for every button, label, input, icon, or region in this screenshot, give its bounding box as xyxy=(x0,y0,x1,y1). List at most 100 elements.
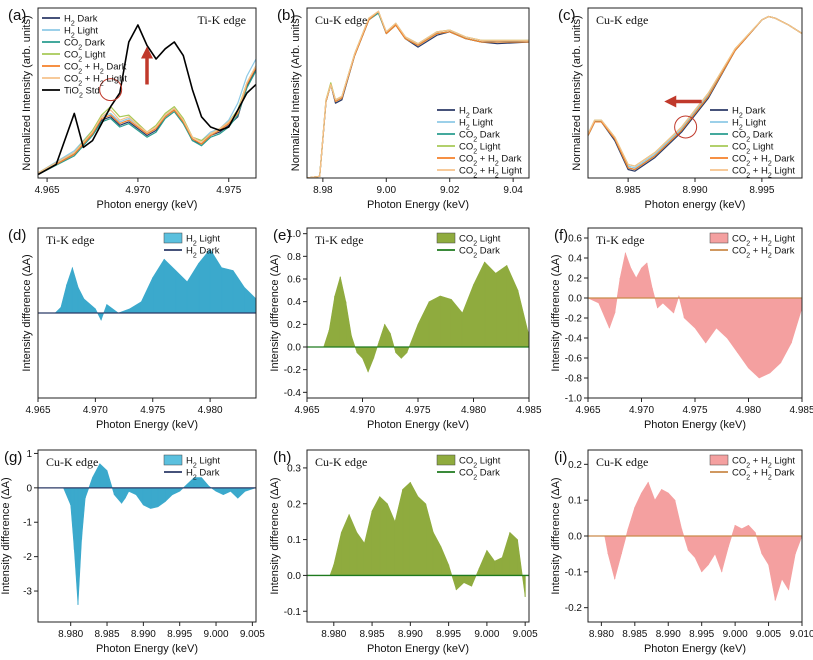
x-tick-label-c-2: 8.995 xyxy=(749,185,774,196)
series-line-c-5 xyxy=(588,15,802,167)
legend-label-b-3: CO2 Light xyxy=(459,142,501,156)
y-tick-label-i-4: 0.2 xyxy=(568,460,582,471)
y-tick-label-h-3: 0.2 xyxy=(287,499,301,510)
legend-label-b-0: H2 Dark xyxy=(459,106,493,120)
panel-label-i: (i) xyxy=(554,449,567,466)
legend-label-c-3: CO2 Light xyxy=(732,142,774,156)
panel-label-b: (b) xyxy=(277,7,295,24)
panel-e: 4.965 4.970 4.975 4.980 4.985 -0.4 -0.2 0.0 0.2 0… xyxy=(269,227,542,431)
legend-label-d-0: H2 Light xyxy=(186,234,220,248)
x-tick-label-f-0: 4.965 xyxy=(575,405,600,416)
x-tick-label-b-0: 8.98 xyxy=(313,185,333,196)
panel-label-c: (c) xyxy=(558,7,576,24)
x-tick-label-i-2: 8.990 xyxy=(656,629,681,640)
x-tick-label-i-3: 8.995 xyxy=(689,629,714,640)
x-tick-label-i-6: 9.010 xyxy=(789,629,813,640)
plot-area-e xyxy=(307,261,529,373)
x-tick-label-d-3: 4.980 xyxy=(198,405,223,416)
x-axis-label-i: Photon Energy (keV) xyxy=(644,643,746,655)
x-tick-label-e-4: 4.985 xyxy=(516,405,541,416)
axes-frame-h xyxy=(306,449,530,623)
x-tick-label-e-2: 4.975 xyxy=(405,405,430,416)
legend-swatch-e-0 xyxy=(436,232,456,244)
panel-title-g: Cu-K edge xyxy=(46,455,98,469)
x-tick-label-h-3: 8.995 xyxy=(436,629,461,640)
y-tick-label-f-4: -0.2 xyxy=(565,314,583,325)
y-tick-label-f-5: 0.0 xyxy=(568,294,582,305)
x-tick-label-d-1: 4.970 xyxy=(83,405,108,416)
series-line-a-2 xyxy=(38,70,256,176)
panel-b: 8.98 9.00 9.02 9.04 Photon Energy (keV) Norma… xyxy=(277,7,530,211)
x-axis-label-a: Photon energy (keV) xyxy=(97,199,198,211)
y-axis-label-f: Intensity difference (ΔA) xyxy=(550,254,562,371)
panel-i: 8.980 8.985 8.990 8.995 9.000 9.005 9.010 -0.2 -… xyxy=(550,449,813,655)
y-axis-label-d: Intensity difference (ΔA) xyxy=(21,254,33,371)
legend-label-g-0: H2 Light xyxy=(186,456,220,470)
x-tick-label-g-3: 8.995 xyxy=(167,629,192,640)
y-tick-label-g-2: -1 xyxy=(23,518,32,529)
x-tick-label-i-1: 8.985 xyxy=(622,629,647,640)
y-axis-label-g: Intensity difference (ΔA) xyxy=(0,477,12,594)
x-tick-label-g-1: 8.985 xyxy=(95,629,120,640)
legend-label-c-4: CO2 + H2 Dark xyxy=(732,154,795,168)
legend-label-b-4: CO2 + H2 Dark xyxy=(459,154,522,168)
y-axis-label-a: Normalized Intensity (arb. units) xyxy=(21,15,33,170)
x-tick-label-f-4: 4.985 xyxy=(789,405,813,416)
legend-swatch-f-0 xyxy=(709,232,729,244)
plot-area-h xyxy=(307,481,529,597)
highlight-circle-c xyxy=(674,115,698,139)
x-axis-label-d: Photon Energy (keV) xyxy=(96,419,198,431)
x-tick-label-f-1: 4.970 xyxy=(629,405,654,416)
plot-area-a xyxy=(38,24,256,176)
y-tick-label-e-0: -0.4 xyxy=(284,388,302,399)
y-tick-label-e-4: 0.4 xyxy=(287,297,301,308)
x-tick-label-a-2: 4.975 xyxy=(216,185,241,196)
y-tick-label-e-1: -0.2 xyxy=(284,365,302,376)
legend-label-d-1: H2 Dark xyxy=(186,246,220,260)
x-tick-label-i-0: 8.980 xyxy=(589,629,614,640)
panel-a: 4.965 4.970 4.975 Photon energy (keV) Normal… xyxy=(8,7,257,211)
x-tick-label-i-4: 9.000 xyxy=(723,629,748,640)
panel-title-a: Ti-K edge xyxy=(197,13,246,27)
y-tick-label-f-0: -1.0 xyxy=(565,394,583,405)
legend-swatch-h-0 xyxy=(436,454,456,466)
x-tick-label-d-0: 4.965 xyxy=(25,405,50,416)
plot-area-b xyxy=(307,10,529,178)
panel-title-h: Cu-K edge xyxy=(315,455,367,469)
series-line-b-0 xyxy=(307,10,529,178)
panel-label-d: (d) xyxy=(8,227,26,244)
legend-label-b-1: H2 Light xyxy=(459,118,493,132)
x-tick-label-a-0: 4.965 xyxy=(35,185,60,196)
x-tick-label-h-2: 8.990 xyxy=(398,629,423,640)
legend-swatch-d-0 xyxy=(163,232,183,244)
x-axis-label-g: Photon Energy (keV) xyxy=(96,643,198,655)
legend-label-e-1: CO2 Dark xyxy=(459,246,500,260)
x-tick-label-g-4: 9.000 xyxy=(204,629,229,640)
y-tick-label-i-3: 0.1 xyxy=(568,496,582,507)
legend-label-a-1: H2 Light xyxy=(64,26,98,40)
y-tick-label-h-1: 0.0 xyxy=(287,571,301,582)
legend-label-a-5: CO2 + H2 Light xyxy=(64,74,127,88)
x-tick-label-f-2: 4.975 xyxy=(682,405,707,416)
axes-frame-a xyxy=(37,7,257,179)
y-tick-label-e-5: 0.6 xyxy=(287,275,301,286)
x-axis-label-f: Photon Energy (keV) xyxy=(644,419,746,431)
y-axis-label-h: Intensity difference (ΔA) xyxy=(269,477,281,594)
legend-label-a-3: CO2 Light xyxy=(64,50,106,64)
plot-area-c xyxy=(588,15,802,172)
legend-label-f-1: CO2 + H2 Dark xyxy=(732,246,795,260)
legend-label-a-0: H2 Dark xyxy=(64,14,98,28)
x-axis-label-c: Photon energy (keV) xyxy=(645,199,746,211)
legend-label-h-0: CO2 Light xyxy=(459,456,501,470)
y-tick-label-f-6: 0.2 xyxy=(568,274,582,285)
panel-label-e: (e) xyxy=(273,227,291,244)
highlight-circle-a xyxy=(99,78,123,102)
x-tick-label-h-5: 9.005 xyxy=(513,629,538,640)
